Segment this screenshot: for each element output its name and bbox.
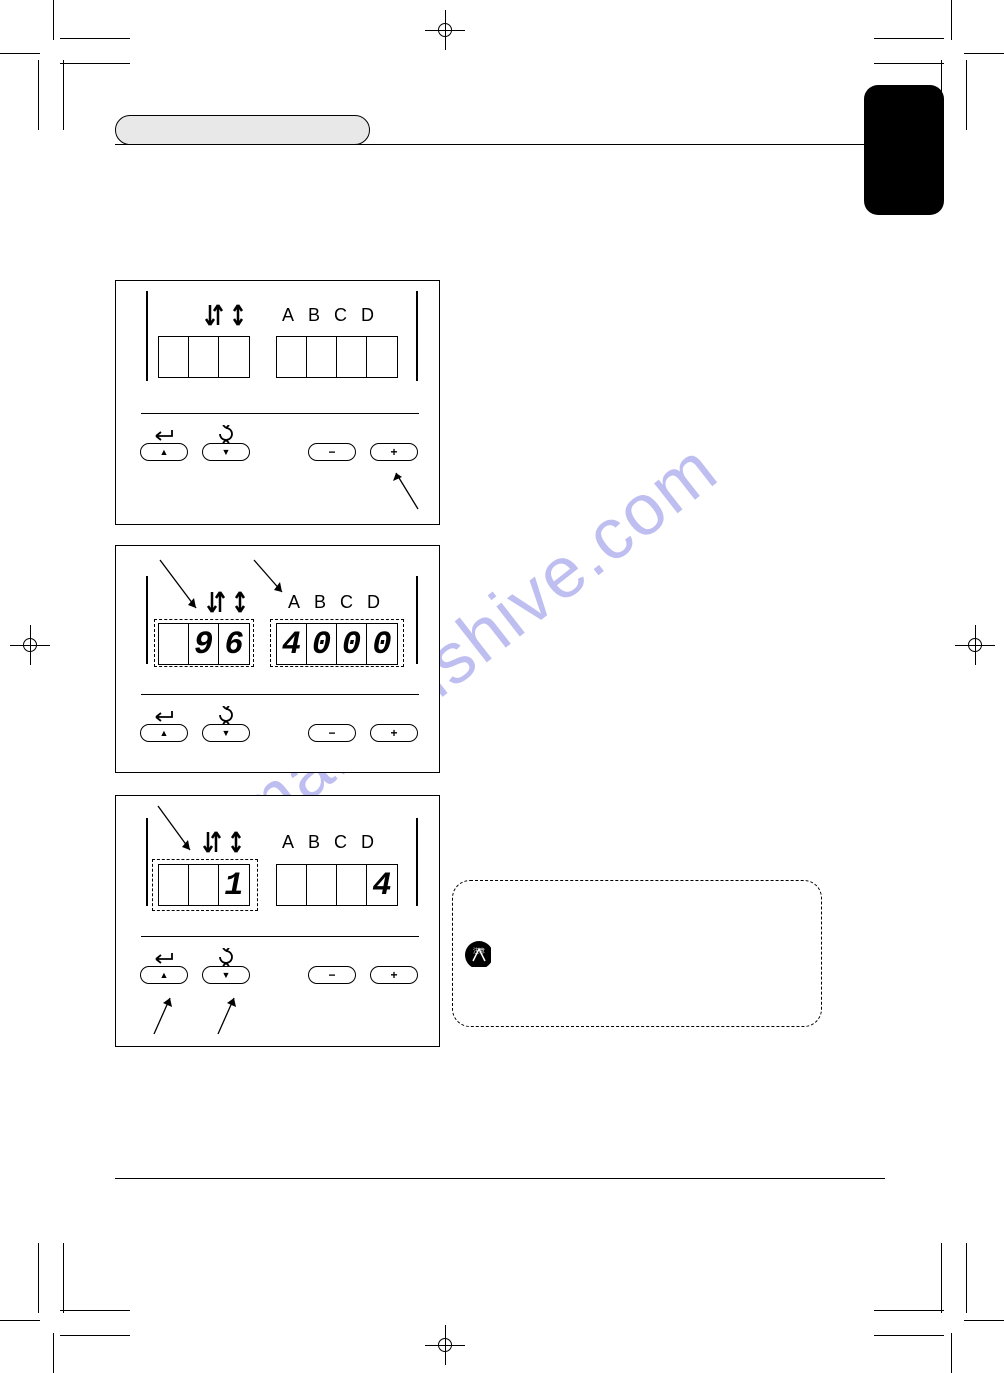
plus-button[interactable]: + [370, 724, 418, 742]
display-right-bar [416, 576, 418, 664]
pointer-arrow-up-button [148, 992, 188, 1040]
display-left-bar [146, 576, 148, 664]
registration-mark-bottom [425, 1325, 465, 1365]
footer-rule [115, 1178, 885, 1179]
enter-button-group: ▲ [140, 708, 188, 742]
right-display [276, 336, 398, 378]
minus-button[interactable]: − [308, 724, 356, 742]
plus-button[interactable]: + [370, 966, 418, 984]
right-display: 4 [276, 864, 398, 906]
display-left-bar [146, 291, 148, 381]
attention-icon: 注意 [463, 939, 491, 967]
panel-1: A B C D ▲ ▼ − + [115, 280, 440, 525]
section-rule [115, 144, 885, 145]
cycle-icon [216, 948, 236, 966]
panel-divider [141, 694, 419, 695]
pointer-arrow-right-display [250, 556, 310, 606]
display-right-bar [416, 291, 418, 381]
pointer-arrow-down-button [212, 992, 252, 1040]
pointer-arrow-plus [386, 467, 426, 515]
registration-mark-right [955, 625, 995, 665]
right-display: 4 0 0 0 [276, 623, 398, 665]
down-button[interactable]: ▼ [202, 443, 250, 461]
panel-2: A B C D 9 6 4 0 0 0 [115, 545, 440, 773]
abcd-labels: A B C D [282, 832, 374, 853]
mode-icons [204, 301, 248, 329]
left-display [158, 336, 250, 378]
svg-text:注意: 注意 [473, 947, 485, 955]
display-right-bar [416, 818, 418, 906]
panel-divider [141, 936, 419, 937]
cycle-button-group: ▼ [202, 425, 250, 461]
plus-button[interactable]: + [370, 443, 418, 461]
left-display: 9 6 [158, 623, 250, 665]
enter-icon [152, 950, 176, 966]
note-box: 注意 [452, 880, 822, 1027]
minus-button[interactable]: − [308, 443, 356, 461]
registration-mark-left [10, 625, 50, 665]
panel-divider [141, 413, 419, 414]
enter-button-group: ▲ [140, 427, 188, 461]
cycle-icon [216, 425, 236, 443]
abcd-labels: A B C D [282, 305, 374, 326]
enter-icon [152, 708, 176, 724]
minus-button[interactable]: − [308, 966, 356, 984]
cycle-icon [216, 706, 236, 724]
up-button[interactable]: ▲ [140, 966, 188, 984]
pointer-arrow-left-display [156, 556, 216, 616]
display-left-bar [146, 818, 148, 906]
enter-button-group: ▲ [140, 950, 188, 984]
black-tab [864, 85, 944, 215]
enter-icon [152, 427, 176, 443]
down-button[interactable]: ▼ [202, 724, 250, 742]
up-button[interactable]: ▲ [140, 724, 188, 742]
left-display: 1 [158, 864, 250, 906]
registration-mark-top [425, 10, 465, 50]
cycle-button-group: ▼ [202, 706, 250, 742]
pointer-arrow-left-display [152, 800, 212, 860]
cycle-button-group: ▼ [202, 948, 250, 984]
up-button[interactable]: ▲ [140, 443, 188, 461]
down-button[interactable]: ▼ [202, 966, 250, 984]
panel-3: A B C D 1 4 ▲ ▼ − [115, 795, 440, 1047]
section-label [115, 115, 370, 145]
